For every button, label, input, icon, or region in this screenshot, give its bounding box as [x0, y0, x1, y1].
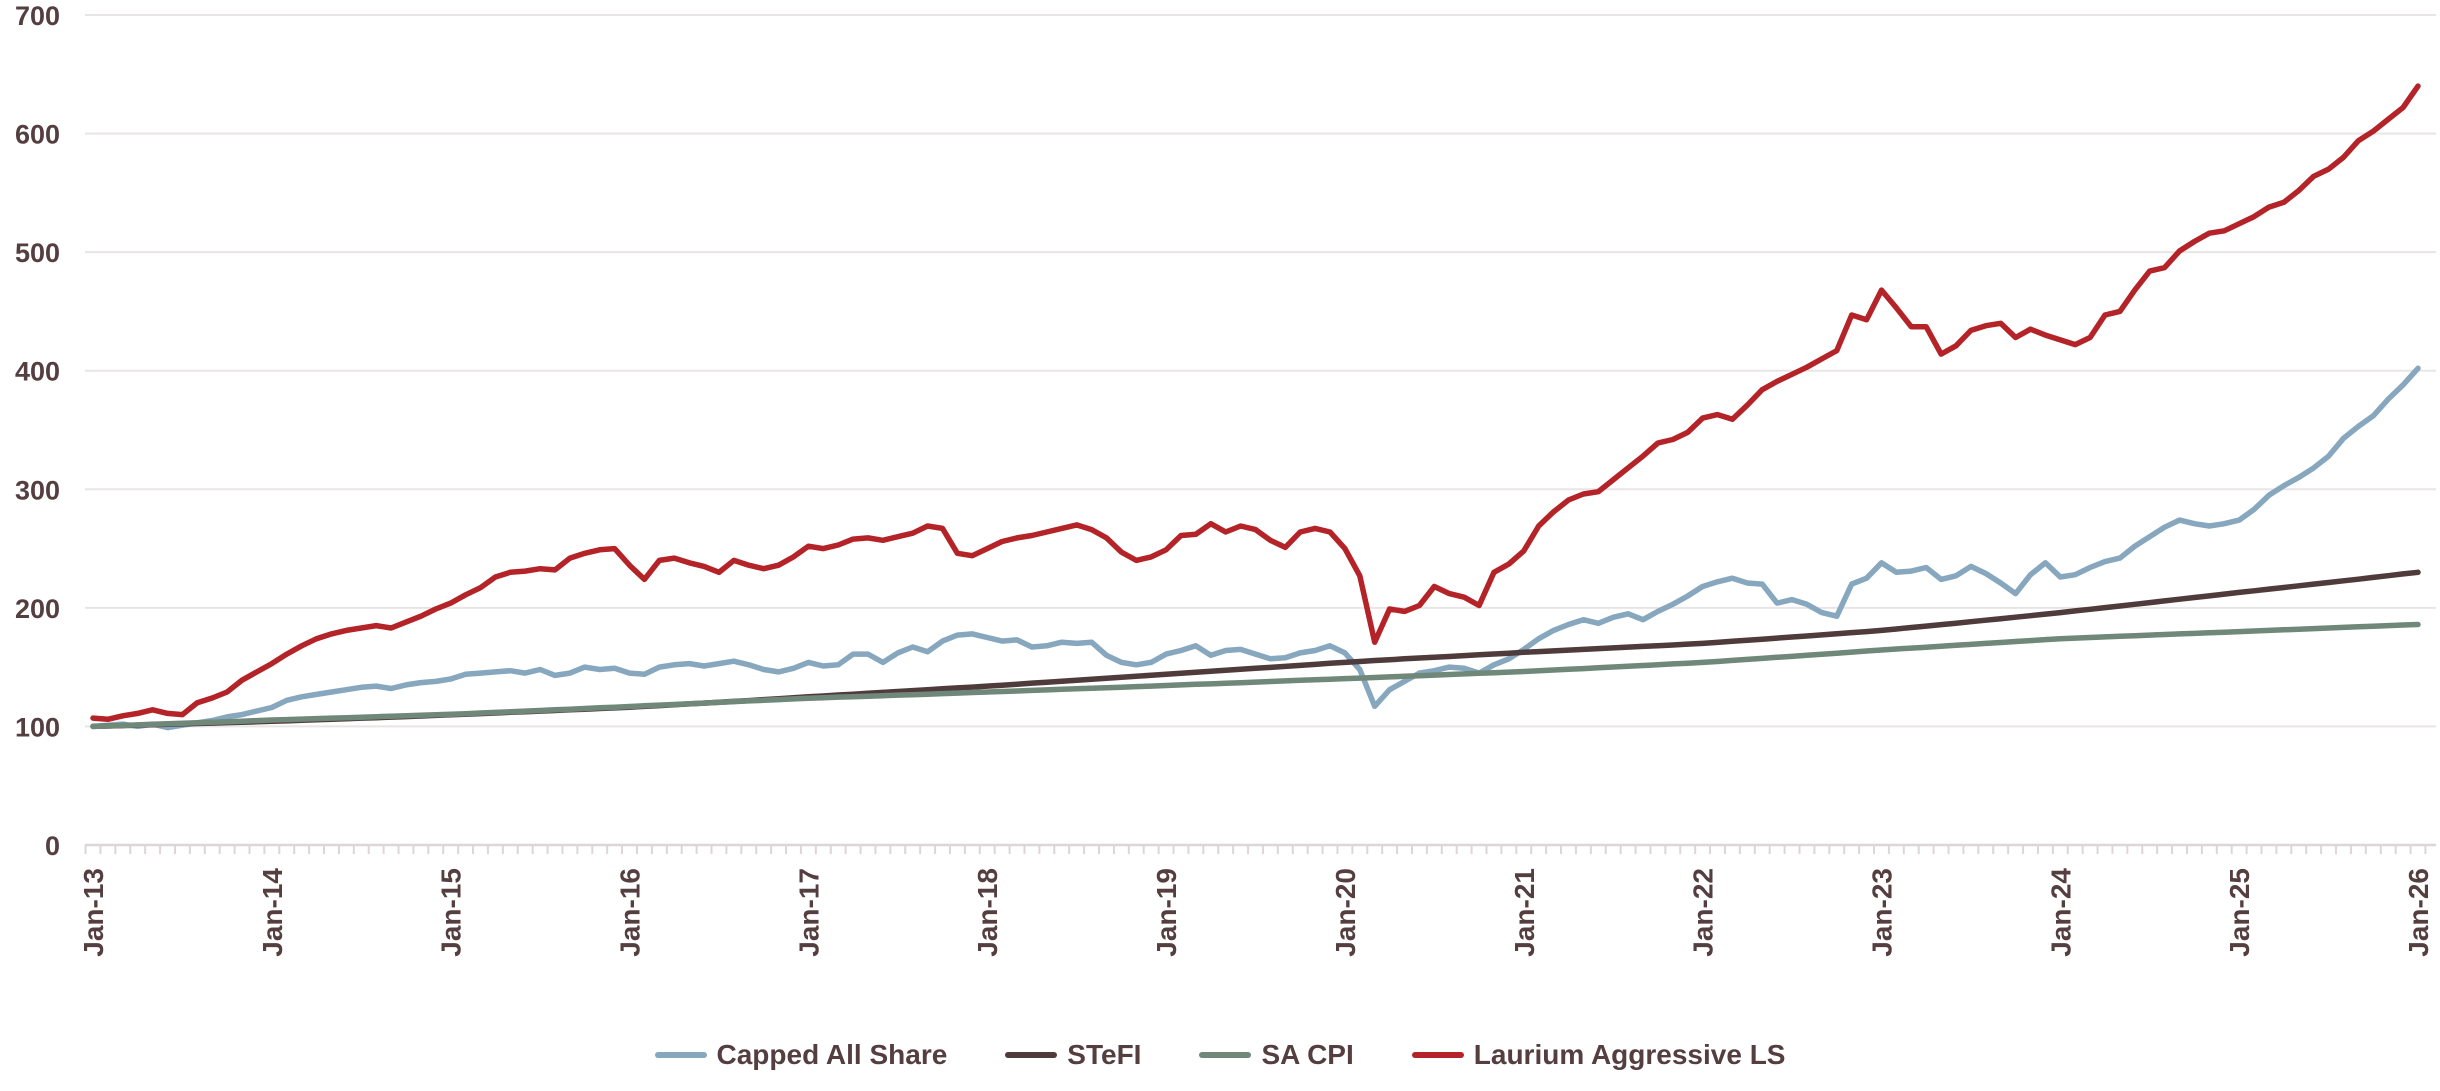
y-axis-label: 100 — [15, 712, 60, 742]
legend-swatch-laurium-aggressive-ls — [1411, 1052, 1464, 1058]
chart-plot-area: 0 100 200 300 400 500 600 700 Jan-13 Jan-14 Jan-15… — [15, 1, 2436, 957]
series-line-sa-cpi — [90, 621, 2421, 730]
x-axis-label: Jan-14 — [257, 868, 288, 957]
x-axis-label: Jan-21 — [1509, 868, 1540, 957]
legend-swatch-sa-cpi — [1199, 1052, 1252, 1058]
legend-label-sa-cpi: SA CPI — [1261, 1039, 1354, 1070]
legend-swatch-stefi — [1005, 1052, 1058, 1058]
series-line-capped-all-share — [90, 365, 2421, 731]
legend-label-laurium-aggressive-ls: Laurium Aggressive LS — [1473, 1039, 1786, 1070]
performance-line-chart: 0 100 200 300 400 500 600 700 Jan-13 Jan-14 Jan-15… — [15, 1, 2436, 957]
series-line-stefi — [90, 569, 2421, 730]
y-axis-label: 600 — [15, 120, 60, 150]
x-axis-label: Jan-19 — [1151, 868, 1182, 957]
legend-item-capped-all-share: Capped All Share — [654, 1039, 948, 1071]
x-axis-label: Jan-15 — [436, 868, 467, 957]
y-axis-label: 200 — [15, 594, 60, 624]
x-axis-label: Jan-25 — [2224, 868, 2255, 957]
x-axis-label: Jan-17 — [793, 868, 824, 957]
x-axis-label: Jan-13 — [78, 868, 109, 957]
y-axis-label: 700 — [15, 1, 60, 31]
x-axis-label: Jan-26 — [2403, 868, 2434, 957]
y-axis-label: 300 — [15, 475, 60, 505]
x-axis-label: Jan-23 — [1866, 868, 1897, 957]
x-axis-label: Jan-18 — [972, 868, 1003, 957]
legend-label-stefi: STeFI — [1067, 1039, 1142, 1070]
legend-swatch-capped-all-share — [654, 1052, 707, 1058]
x-axis-label: Jan-22 — [1688, 868, 1719, 957]
series-line-laurium-aggressive-ls — [90, 83, 2421, 723]
legend-item-stefi: STeFI — [1005, 1039, 1141, 1071]
x-axis-label: Jan-20 — [1330, 868, 1361, 957]
y-axis-label: 0 — [45, 831, 60, 861]
legend-item-sa-cpi: SA CPI — [1199, 1039, 1354, 1071]
x-axis-label: Jan-16 — [615, 868, 646, 957]
y-axis-label: 400 — [15, 357, 60, 387]
x-axis-label: Jan-24 — [2045, 868, 2076, 957]
y-axis-label: 500 — [15, 238, 60, 268]
legend-item-laurium-aggressive-ls: Laurium Aggressive LS — [1411, 1039, 1786, 1071]
legend-label-capped-all-share: Capped All Share — [716, 1039, 948, 1070]
chart-legend: Capped All Share STeFI SA CPI Laurium Ag… — [0, 1030, 2440, 1080]
